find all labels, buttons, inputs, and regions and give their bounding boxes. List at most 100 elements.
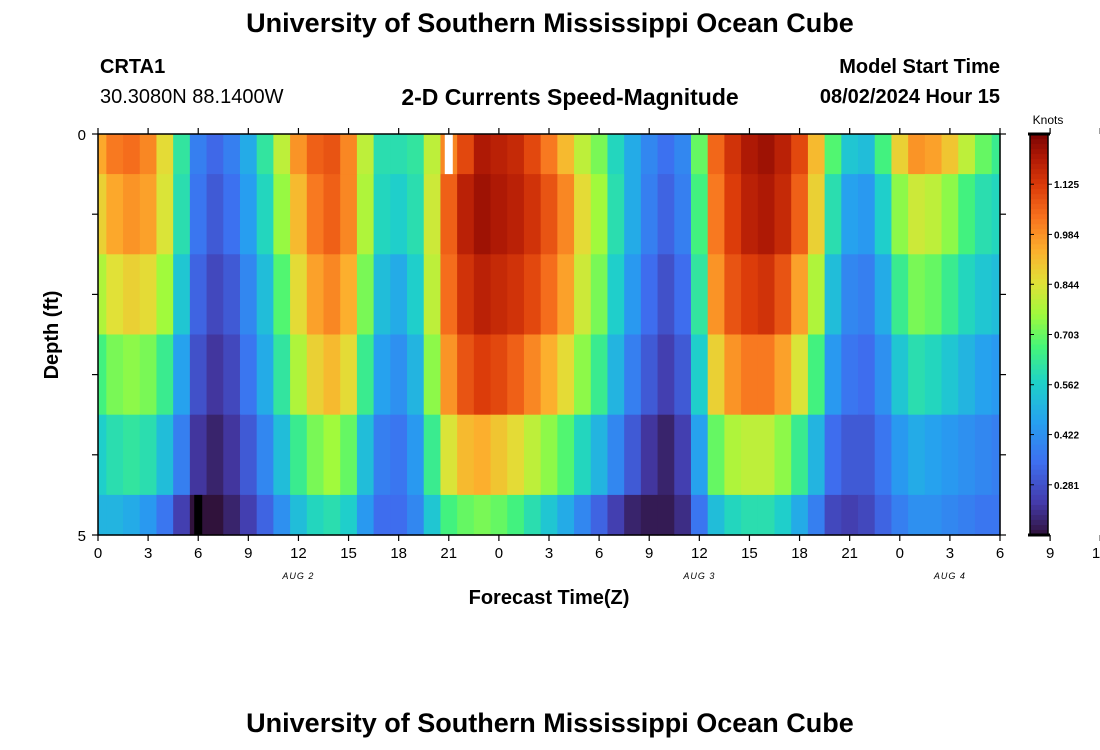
heatmap-cell <box>507 134 525 175</box>
colorbar-segment <box>1030 379 1048 386</box>
heatmap-cell <box>239 334 258 416</box>
heatmap-cell <box>189 414 208 496</box>
heatmap-cell <box>173 134 191 175</box>
heatmap-cell <box>173 334 191 416</box>
colorbar-segment <box>1030 404 1048 411</box>
heatmap-cell <box>574 254 592 336</box>
colorbar-segment <box>1030 524 1048 531</box>
x-tick-label: 12 <box>290 545 307 562</box>
colorbar-segment <box>1030 409 1048 416</box>
colorbar-segment <box>1030 444 1048 451</box>
heatmap-cell <box>657 414 675 496</box>
heatmap-cell <box>824 414 842 496</box>
heatmap-cell <box>724 134 742 175</box>
heatmap-cell <box>256 254 274 336</box>
colorbar-segment <box>1030 384 1048 391</box>
colorbar-segment <box>1030 149 1048 155</box>
heatmap-cell <box>373 334 391 416</box>
y-tick-label: 0 <box>78 127 86 144</box>
heatmap-cell <box>173 254 191 336</box>
heatmap-cell <box>523 334 542 416</box>
heatmap-cell <box>557 334 575 416</box>
heatmap-cell <box>757 414 776 496</box>
heatmap-cell <box>958 254 976 336</box>
colorbar-segment <box>1030 294 1048 301</box>
heatmap-cell <box>991 134 1001 175</box>
heatmap-cell <box>757 174 776 255</box>
heatmap-cell <box>690 254 709 336</box>
heatmap-cell <box>607 414 625 496</box>
heatmap-cell <box>273 414 291 496</box>
heatmap-cell <box>490 494 508 536</box>
y-axis: 05 <box>78 127 1006 545</box>
heatmap-cell <box>123 334 141 416</box>
heatmap-cell <box>390 254 408 336</box>
heatmap-cell <box>707 174 725 255</box>
top-title: University of Southern Mississippi Ocean… <box>246 8 854 38</box>
heatmap-cell <box>306 134 325 175</box>
heatmap-cell <box>640 134 659 175</box>
heatmap-cell <box>540 494 558 536</box>
heatmap-cell <box>340 134 358 175</box>
colorbar-label: Knots <box>1033 113 1064 127</box>
colorbar-segment <box>1030 374 1048 381</box>
heatmap-cell <box>390 134 408 175</box>
x-tick-label: 15 <box>340 545 357 562</box>
heatmap-marker <box>194 494 203 535</box>
x-tick-label: 18 <box>390 545 407 562</box>
heatmap-cell <box>774 254 792 336</box>
colorbar-segment <box>1030 209 1048 215</box>
heatmap-cell <box>958 494 976 536</box>
heatmap-cell <box>791 174 809 255</box>
heatmap-cell <box>807 174 826 255</box>
heatmap-cell <box>841 334 859 416</box>
colorbar-tick-label: 0.844 <box>1054 280 1079 291</box>
heatmap-cell <box>106 134 124 175</box>
heatmap-cell <box>941 494 959 536</box>
heatmap-cell <box>724 494 742 536</box>
x-tick-label: 12 <box>691 545 708 562</box>
colorbar-segment <box>1030 464 1048 471</box>
heatmap-cell <box>223 174 241 255</box>
heatmap-cell <box>407 494 425 536</box>
heatmap-cell <box>273 254 291 336</box>
heatmap-cell <box>256 334 274 416</box>
heatmap-cell <box>807 494 826 536</box>
colorbar-segment <box>1030 139 1048 145</box>
heatmap-cell <box>757 134 776 175</box>
heatmap-cell <box>189 134 208 175</box>
heatmap-cell <box>557 414 575 496</box>
heatmap-cell <box>306 494 325 536</box>
colorbar-segment <box>1030 309 1048 316</box>
colorbar-tick-label: 0.984 <box>1054 230 1079 241</box>
heatmap-cell <box>574 414 592 496</box>
heatmap-cell <box>290 494 308 536</box>
heatmap-cell <box>841 254 859 336</box>
heatmap-cell <box>974 334 993 416</box>
heatmap-cell <box>273 334 291 416</box>
heatmap-cell <box>123 134 141 175</box>
heatmap-cell <box>139 494 158 536</box>
heatmap-cell <box>173 494 191 536</box>
heatmap-cell <box>590 334 609 416</box>
heatmap-cell <box>256 134 274 175</box>
heatmap-cell <box>924 494 943 536</box>
heatmap-cell <box>139 414 158 496</box>
heatmap-cell <box>323 134 341 175</box>
heatmap-cell <box>256 174 274 255</box>
heatmap-cell <box>891 174 909 255</box>
heatmap-cell <box>156 494 174 536</box>
heatmap-cell <box>941 254 959 336</box>
heatmap-cell <box>674 174 692 255</box>
heatmap-cell <box>373 414 391 496</box>
heatmap-cell <box>290 334 308 416</box>
heatmap-cell <box>974 494 993 536</box>
heatmap-cell <box>690 414 709 496</box>
colorbar-segment <box>1030 454 1048 461</box>
heatmap-cell <box>991 334 1001 416</box>
heatmap-cell <box>791 334 809 416</box>
heatmap-cell <box>98 414 107 496</box>
y-tick-label: 5 <box>78 528 86 545</box>
heatmap-cell <box>807 334 826 416</box>
colorbar-segment <box>1030 529 1048 536</box>
